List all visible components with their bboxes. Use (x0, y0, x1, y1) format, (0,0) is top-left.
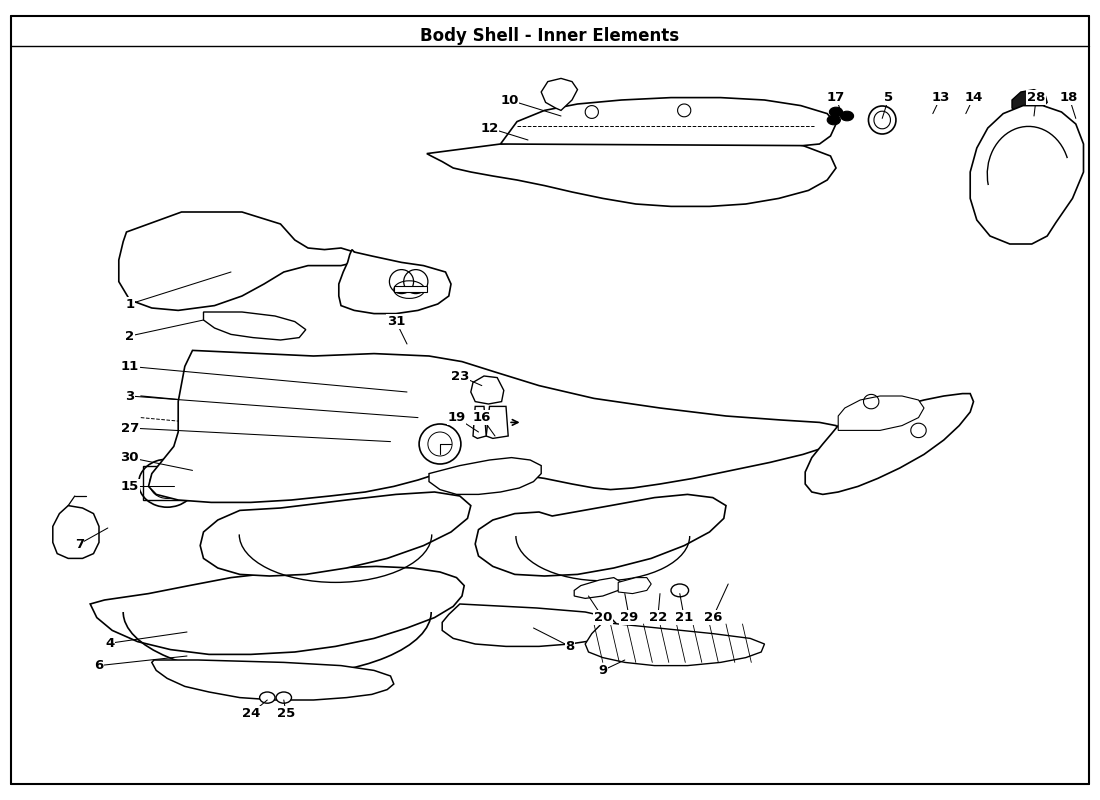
Polygon shape (486, 406, 508, 438)
Text: 12: 12 (481, 122, 498, 134)
Polygon shape (148, 350, 842, 502)
Polygon shape (143, 466, 189, 500)
Text: 4: 4 (106, 637, 114, 650)
Polygon shape (500, 98, 836, 146)
Circle shape (840, 111, 854, 121)
Polygon shape (574, 578, 622, 598)
Text: 20: 20 (594, 611, 612, 624)
Polygon shape (471, 376, 504, 404)
Polygon shape (185, 428, 339, 466)
Text: 24: 24 (242, 707, 260, 720)
Text: 26: 26 (704, 611, 722, 624)
Text: 23: 23 (451, 370, 469, 382)
Text: 15: 15 (121, 480, 139, 493)
Text: 19: 19 (448, 411, 465, 424)
Text: 30: 30 (121, 451, 139, 464)
Text: 6: 6 (95, 659, 103, 672)
Polygon shape (970, 106, 1084, 244)
Circle shape (260, 692, 275, 703)
Polygon shape (1012, 90, 1047, 116)
Text: 1: 1 (125, 298, 134, 310)
Text: 5: 5 (884, 91, 893, 104)
Text: 10: 10 (500, 94, 518, 106)
Text: 3: 3 (125, 390, 134, 402)
Polygon shape (473, 406, 486, 438)
Text: 18: 18 (1060, 91, 1078, 104)
Polygon shape (152, 660, 394, 700)
Text: 2: 2 (125, 330, 134, 342)
Text: 7: 7 (75, 538, 84, 550)
Text: 27: 27 (121, 422, 139, 434)
Circle shape (829, 107, 843, 117)
Polygon shape (475, 494, 726, 576)
Text: 31: 31 (387, 315, 405, 328)
Polygon shape (618, 578, 651, 594)
Text: 21: 21 (675, 611, 693, 624)
Polygon shape (429, 458, 541, 494)
Circle shape (671, 584, 689, 597)
Polygon shape (119, 212, 354, 310)
Text: 13: 13 (932, 91, 949, 104)
Text: Body Shell - Inner Elements: Body Shell - Inner Elements (420, 27, 680, 45)
Polygon shape (442, 604, 618, 646)
Polygon shape (53, 506, 99, 558)
Polygon shape (200, 492, 471, 576)
Polygon shape (90, 566, 464, 654)
Circle shape (827, 115, 840, 125)
Polygon shape (805, 394, 974, 494)
Text: 28: 28 (1027, 91, 1045, 104)
Text: 25: 25 (277, 707, 295, 720)
Polygon shape (427, 134, 836, 206)
Text: 16: 16 (473, 411, 491, 424)
Polygon shape (838, 396, 924, 430)
Polygon shape (394, 286, 427, 292)
Text: 29: 29 (620, 611, 638, 624)
Polygon shape (541, 78, 578, 110)
Text: 14: 14 (965, 91, 982, 104)
Polygon shape (339, 250, 451, 314)
Text: 17: 17 (827, 91, 845, 104)
Text: 22: 22 (649, 611, 667, 624)
Text: 9: 9 (598, 664, 607, 677)
Text: 11: 11 (121, 360, 139, 373)
Polygon shape (585, 622, 764, 666)
Polygon shape (204, 312, 306, 340)
Text: 8: 8 (565, 640, 574, 653)
Circle shape (276, 692, 292, 703)
